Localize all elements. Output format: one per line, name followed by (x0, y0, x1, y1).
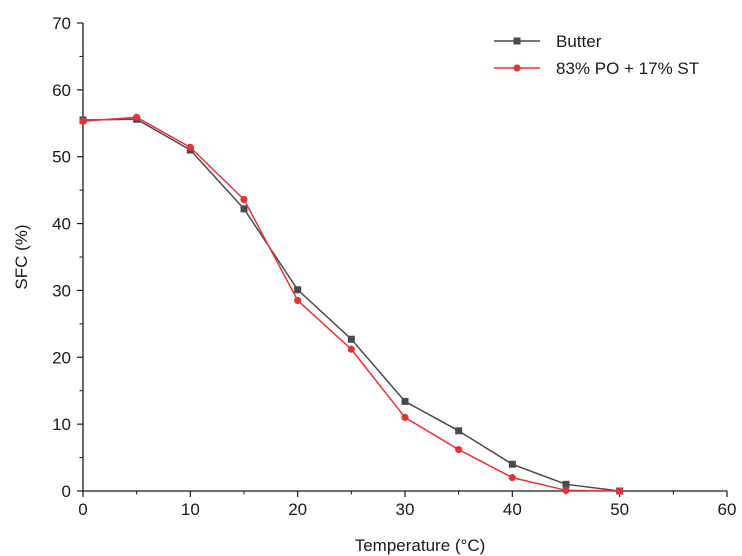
data-point (294, 286, 302, 294)
data-point (455, 427, 463, 435)
series-layer (79, 113, 624, 495)
data-point (508, 474, 516, 482)
y-tick-label: 10 (52, 415, 71, 434)
x-tick-label: 50 (610, 500, 629, 519)
legend: Butter 83% PO + 17% ST (494, 32, 699, 78)
data-point (347, 335, 355, 343)
y-axis-title: SFC (%) (12, 224, 31, 289)
y-tick-label: 40 (52, 215, 71, 234)
data-point (455, 445, 463, 454)
x-tick-label: 60 (718, 500, 737, 519)
data-point (508, 460, 516, 468)
data-point (79, 117, 87, 125)
data-point (616, 487, 624, 495)
y-tick-label: 50 (52, 148, 71, 167)
series-2 (79, 113, 624, 495)
legend-marker (513, 64, 521, 72)
data-point (401, 413, 409, 422)
data-point (294, 296, 302, 305)
x-tick-label: 20 (288, 500, 307, 519)
series-1 (79, 115, 624, 495)
y-tick-label: 60 (52, 81, 71, 100)
y-tick-label: 0 (62, 482, 71, 501)
legend-entry: 83% PO + 17% ST (494, 59, 699, 78)
data-point (133, 113, 141, 121)
data-point (401, 397, 409, 405)
legend-label: Butter (556, 32, 602, 51)
x-tick-label: 10 (181, 500, 200, 519)
series-line (82, 116, 620, 492)
x-tick-label: 40 (503, 500, 522, 519)
y-tick-label: 70 (52, 14, 71, 33)
legend-marker (513, 37, 521, 45)
data-point (562, 480, 570, 488)
data-point (347, 345, 355, 353)
x-axis-title: Temperature (°C) (355, 536, 486, 555)
x-tick-label: 0 (78, 500, 87, 519)
data-point (240, 195, 248, 204)
legend-label: 83% PO + 17% ST (556, 59, 699, 78)
data-point (186, 143, 194, 151)
data-point (562, 486, 570, 494)
tick-labels: 0 10 20 30 40 50 60 0 10 20 30 40 50 60 70 (52, 14, 736, 519)
y-tick-label: 20 (52, 348, 71, 367)
series-line (82, 118, 620, 492)
x-tick-label: 30 (396, 500, 415, 519)
y-tick-label: 30 (52, 281, 71, 300)
legend-entry: Butter (494, 32, 602, 51)
data-point (240, 205, 248, 213)
tick-marks (77, 22, 728, 497)
